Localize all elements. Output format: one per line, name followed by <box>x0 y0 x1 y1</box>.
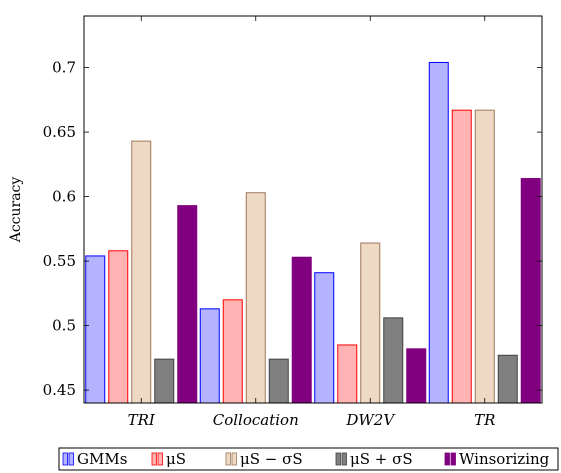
x-tick-label: DW2V <box>345 411 396 429</box>
bar-tr-series-0 <box>428 61 449 404</box>
legend-label: Winsorizing <box>459 450 550 468</box>
legend-swatch <box>450 452 456 466</box>
y-tick-label: 0.6 <box>52 188 76 206</box>
legend-swatch <box>335 452 341 466</box>
y-tick-label: 0.7 <box>52 59 76 77</box>
y-tick-label: 0.65 <box>43 123 76 141</box>
y-tick-label: 0.5 <box>52 317 76 335</box>
bars-group <box>85 61 541 404</box>
y-tick-label: 0.45 <box>43 381 76 399</box>
bar-collocation-series-1 <box>222 299 243 404</box>
legend-swatch <box>444 452 450 466</box>
bar-dw2v-series-2 <box>360 242 381 404</box>
legend-label: μS <box>166 450 186 468</box>
y-axis-title: Accuracy <box>8 177 24 244</box>
bar-dw2v-series-0 <box>314 272 335 404</box>
y-tick-label: 0.55 <box>43 252 76 270</box>
bar-tr-series-2 <box>474 109 495 404</box>
bar-dw2v-series-1 <box>337 344 358 404</box>
legend-swatch <box>341 452 347 466</box>
legend-label: μS + σS <box>350 450 413 468</box>
legend-frame <box>58 447 559 471</box>
bar-tri-series-2 <box>131 140 152 404</box>
legend-swatch <box>62 452 68 466</box>
bar-tri-series-1 <box>108 250 129 404</box>
bar-tri-series-0 <box>85 255 106 404</box>
bar-collocation-series-3 <box>268 358 289 404</box>
bar-tri-series-3 <box>154 358 175 404</box>
axes-group: TRI Collocation DW2V TR 0.45 0.5 0.55 0.6 0.65 0.… <box>43 15 543 429</box>
legend-swatch <box>68 452 74 466</box>
bar-tr-series-4 <box>520 178 541 404</box>
x-tick-label: TRI <box>128 411 156 429</box>
bar-collocation-series-4 <box>291 256 312 404</box>
legend-swatch <box>225 452 231 466</box>
bar-collocation-series-0 <box>199 308 220 404</box>
bar-collocation-series-2 <box>245 192 266 404</box>
x-tick-label: TR <box>474 411 495 429</box>
legend-swatch <box>231 452 237 466</box>
legend-swatch <box>151 452 157 466</box>
bar-tr-series-3 <box>497 354 518 404</box>
legend-label: GMMs <box>77 450 127 468</box>
bar-tr-series-1 <box>451 109 472 404</box>
bar-tri-series-4 <box>177 205 198 404</box>
plot-frame <box>83 15 543 404</box>
legend-label: μS − σS <box>240 450 303 468</box>
bar-dw2v-series-3 <box>383 317 404 404</box>
legend-swatch <box>157 452 163 466</box>
x-tick-label: Collocation <box>213 411 299 429</box>
legend: GMMs μS μS − σS μS + σS Winsorizing <box>58 447 559 471</box>
bar-dw2v-series-4 <box>406 348 427 404</box>
